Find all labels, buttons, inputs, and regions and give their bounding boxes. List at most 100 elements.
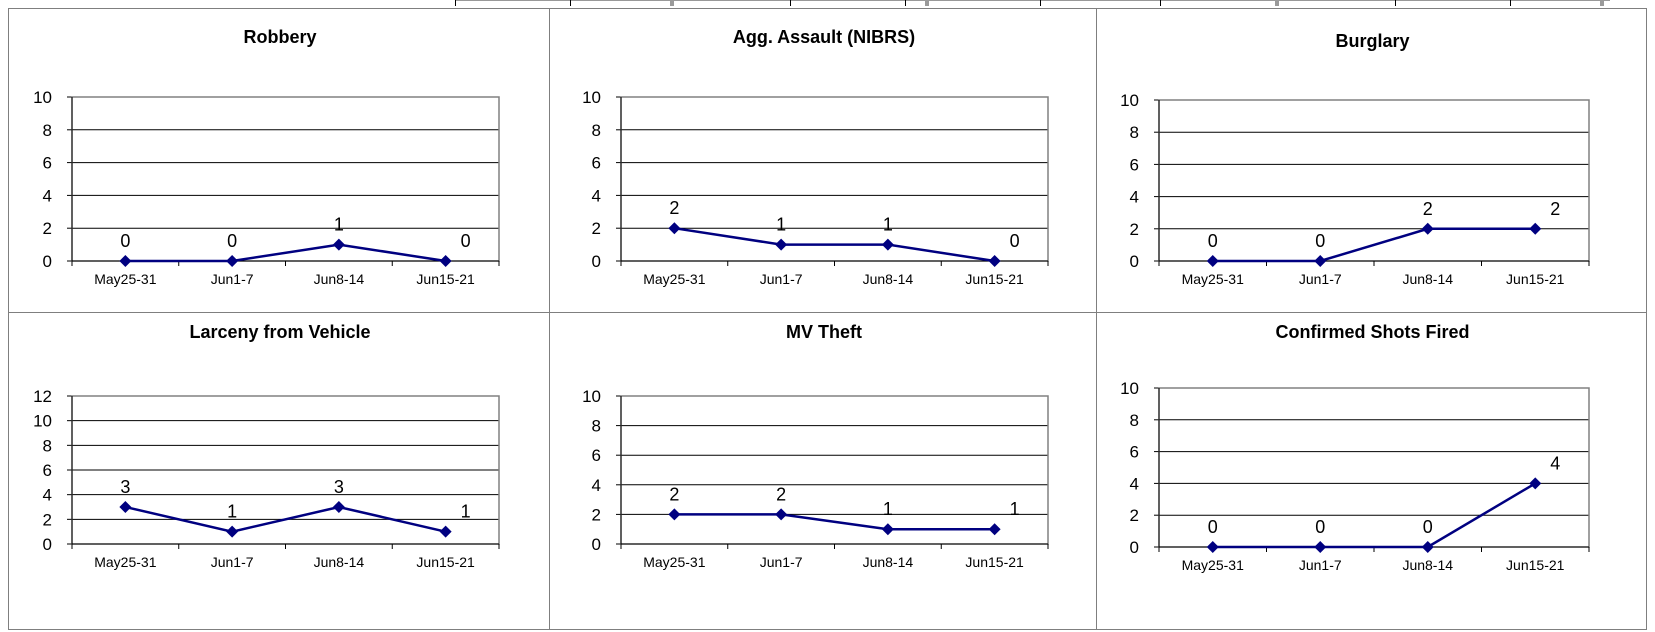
chart-panel-burglary: Burglary 0 2 4 6 8 10 May25-31 Jun1-7 Jun8-14 Jun1… <box>1096 8 1647 313</box>
data-point-marker <box>881 238 894 251</box>
x-tick-label: Jun15-21 <box>965 554 1024 570</box>
data-label: 4 <box>1550 453 1560 473</box>
y-tick-label: 10 <box>1120 379 1139 398</box>
y-tick-label: 2 <box>43 219 52 238</box>
chart-title: Agg. Assault (NIBRS) <box>733 27 915 47</box>
x-tick-label: May25-31 <box>1182 557 1244 573</box>
y-tick-label: 4 <box>592 476 601 495</box>
series-line <box>125 243 446 263</box>
chart-title: Larceny from Vehicle <box>189 322 370 342</box>
data-label: 1 <box>227 502 237 522</box>
y-tick-label: 2 <box>1130 220 1139 239</box>
y-tick-label: 6 <box>592 446 601 465</box>
series-line <box>1212 482 1536 549</box>
data-point-marker <box>1314 541 1327 553</box>
chart-title: Burglary <box>1335 31 1409 51</box>
data-point-marker <box>775 238 788 251</box>
y-tick-label: 6 <box>1130 443 1139 462</box>
data-label: 2 <box>776 484 786 504</box>
data-label: 2 <box>669 484 679 504</box>
data-label: 2 <box>1550 199 1560 219</box>
chart-panel-agg-assault: Agg. Assault (NIBRS) 0 2 4 6 8 10 May25-31 Jun1-… <box>549 8 1097 313</box>
chart-panel-robbery: Robbery 0 2 4 6 8 10 May25-31 Jun1-7 Jun8-14 Jun15… <box>8 8 550 313</box>
data-label: 0 <box>227 231 237 251</box>
x-tick-label: Jun8-14 <box>863 554 914 570</box>
x-tick-label: Jun8-14 <box>314 554 365 570</box>
y-tick-label: 8 <box>592 417 601 436</box>
x-tick-label: Jun15-21 <box>416 554 475 570</box>
x-tick-label: Jun8-14 <box>1402 557 1453 573</box>
x-tick-label: Jun8-14 <box>1402 271 1453 287</box>
x-tick-label: Jun8-14 <box>314 271 365 287</box>
x-tick-label: Jun15-21 <box>1506 271 1565 287</box>
y-tick-label: 2 <box>592 505 601 524</box>
data-point-marker <box>332 238 345 251</box>
y-tick-label: 10 <box>582 387 601 406</box>
data-label: 1 <box>776 215 786 235</box>
data-label: 1 <box>883 499 893 519</box>
x-tick-label: Jun15-21 <box>416 271 475 287</box>
series-line <box>674 513 995 531</box>
chart-title: MV Theft <box>786 322 862 342</box>
data-point-marker <box>226 525 239 538</box>
chart-panel-confirmed-shots-fired: Confirmed Shots Fired 0 2 4 6 8 10 May25-31 Jun1… <box>1096 312 1647 630</box>
y-tick-label: 6 <box>1130 155 1139 174</box>
data-point-marker <box>439 255 452 267</box>
plot-area <box>620 96 1049 262</box>
x-tick-label: Jun15-21 <box>965 271 1024 287</box>
larceny-from-vehicle-chart: Larceny from Vehicle 0 2 4 6 8 10 12 May25-31 Jun… <box>33 322 500 570</box>
data-label: 1 <box>461 502 471 522</box>
data-label: 1 <box>1010 499 1020 519</box>
chart-panel-larceny-from-vehicle: Larceny from Vehicle 0 2 4 6 8 10 12 May25-31 Jun… <box>8 312 550 630</box>
data-point-marker <box>775 508 788 521</box>
data-point-marker <box>119 255 132 267</box>
y-tick-label: 0 <box>43 535 52 554</box>
y-tick-label: 2 <box>43 510 52 529</box>
data-point-marker <box>1206 541 1219 553</box>
data-point-marker <box>1421 541 1434 553</box>
plot-area <box>71 96 500 262</box>
chart-panel-mv-theft: MV Theft 0 2 4 6 8 10 May25-31 Jun1-7 Jun8-14 Jun1… <box>549 312 1097 630</box>
y-tick-label: 2 <box>592 219 601 238</box>
data-label: 0 <box>1423 517 1433 537</box>
data-point-marker <box>668 222 681 235</box>
data-point-marker <box>226 255 239 267</box>
y-tick-label: 10 <box>33 412 52 431</box>
y-tick-label: 6 <box>592 154 601 173</box>
series-line <box>674 226 995 263</box>
y-tick-label: 8 <box>1130 411 1139 430</box>
y-tick-label: 6 <box>43 154 52 173</box>
data-point-marker <box>1206 255 1219 267</box>
data-label: 1 <box>334 215 344 235</box>
data-label: 1 <box>883 215 893 235</box>
y-tick-label: 2 <box>1130 506 1139 525</box>
mv-theft-chart: MV Theft 0 2 4 6 8 10 May25-31 Jun1-7 Jun8-14 Jun1… <box>582 322 1049 570</box>
y-tick-label: 4 <box>43 486 52 505</box>
data-point-marker <box>668 508 681 521</box>
y-tick-label: 4 <box>1130 188 1139 207</box>
x-tick-label: Jun1-7 <box>760 554 803 570</box>
chart-title: Robbery <box>243 27 316 47</box>
data-point-marker <box>1314 255 1327 267</box>
y-tick-label: 10 <box>33 88 52 107</box>
x-tick-label: Jun15-21 <box>1506 557 1565 573</box>
confirmed-shots-fired-chart: Confirmed Shots Fired 0 2 4 6 8 10 May25-31 Jun1… <box>1120 322 1590 573</box>
y-tick-label: 0 <box>1130 538 1139 557</box>
x-tick-label: Jun1-7 <box>1299 271 1342 287</box>
x-tick-label: Jun1-7 <box>1299 557 1342 573</box>
y-tick-label: 10 <box>1120 91 1139 110</box>
data-label: 3 <box>120 477 130 497</box>
series-line <box>1212 227 1536 263</box>
y-tick-label: 4 <box>43 186 52 205</box>
data-point-marker <box>988 523 1001 536</box>
chart-title: Confirmed Shots Fired <box>1275 322 1469 342</box>
y-tick-label: 0 <box>592 535 601 554</box>
y-tick-label: 12 <box>33 387 52 406</box>
y-tick-label: 4 <box>592 186 601 205</box>
y-tick-label: 0 <box>43 252 52 271</box>
data-point-marker <box>1529 477 1542 490</box>
y-tick-label: 4 <box>1130 474 1139 493</box>
data-point-marker <box>988 255 1001 267</box>
x-tick-label: Jun1-7 <box>760 271 803 287</box>
